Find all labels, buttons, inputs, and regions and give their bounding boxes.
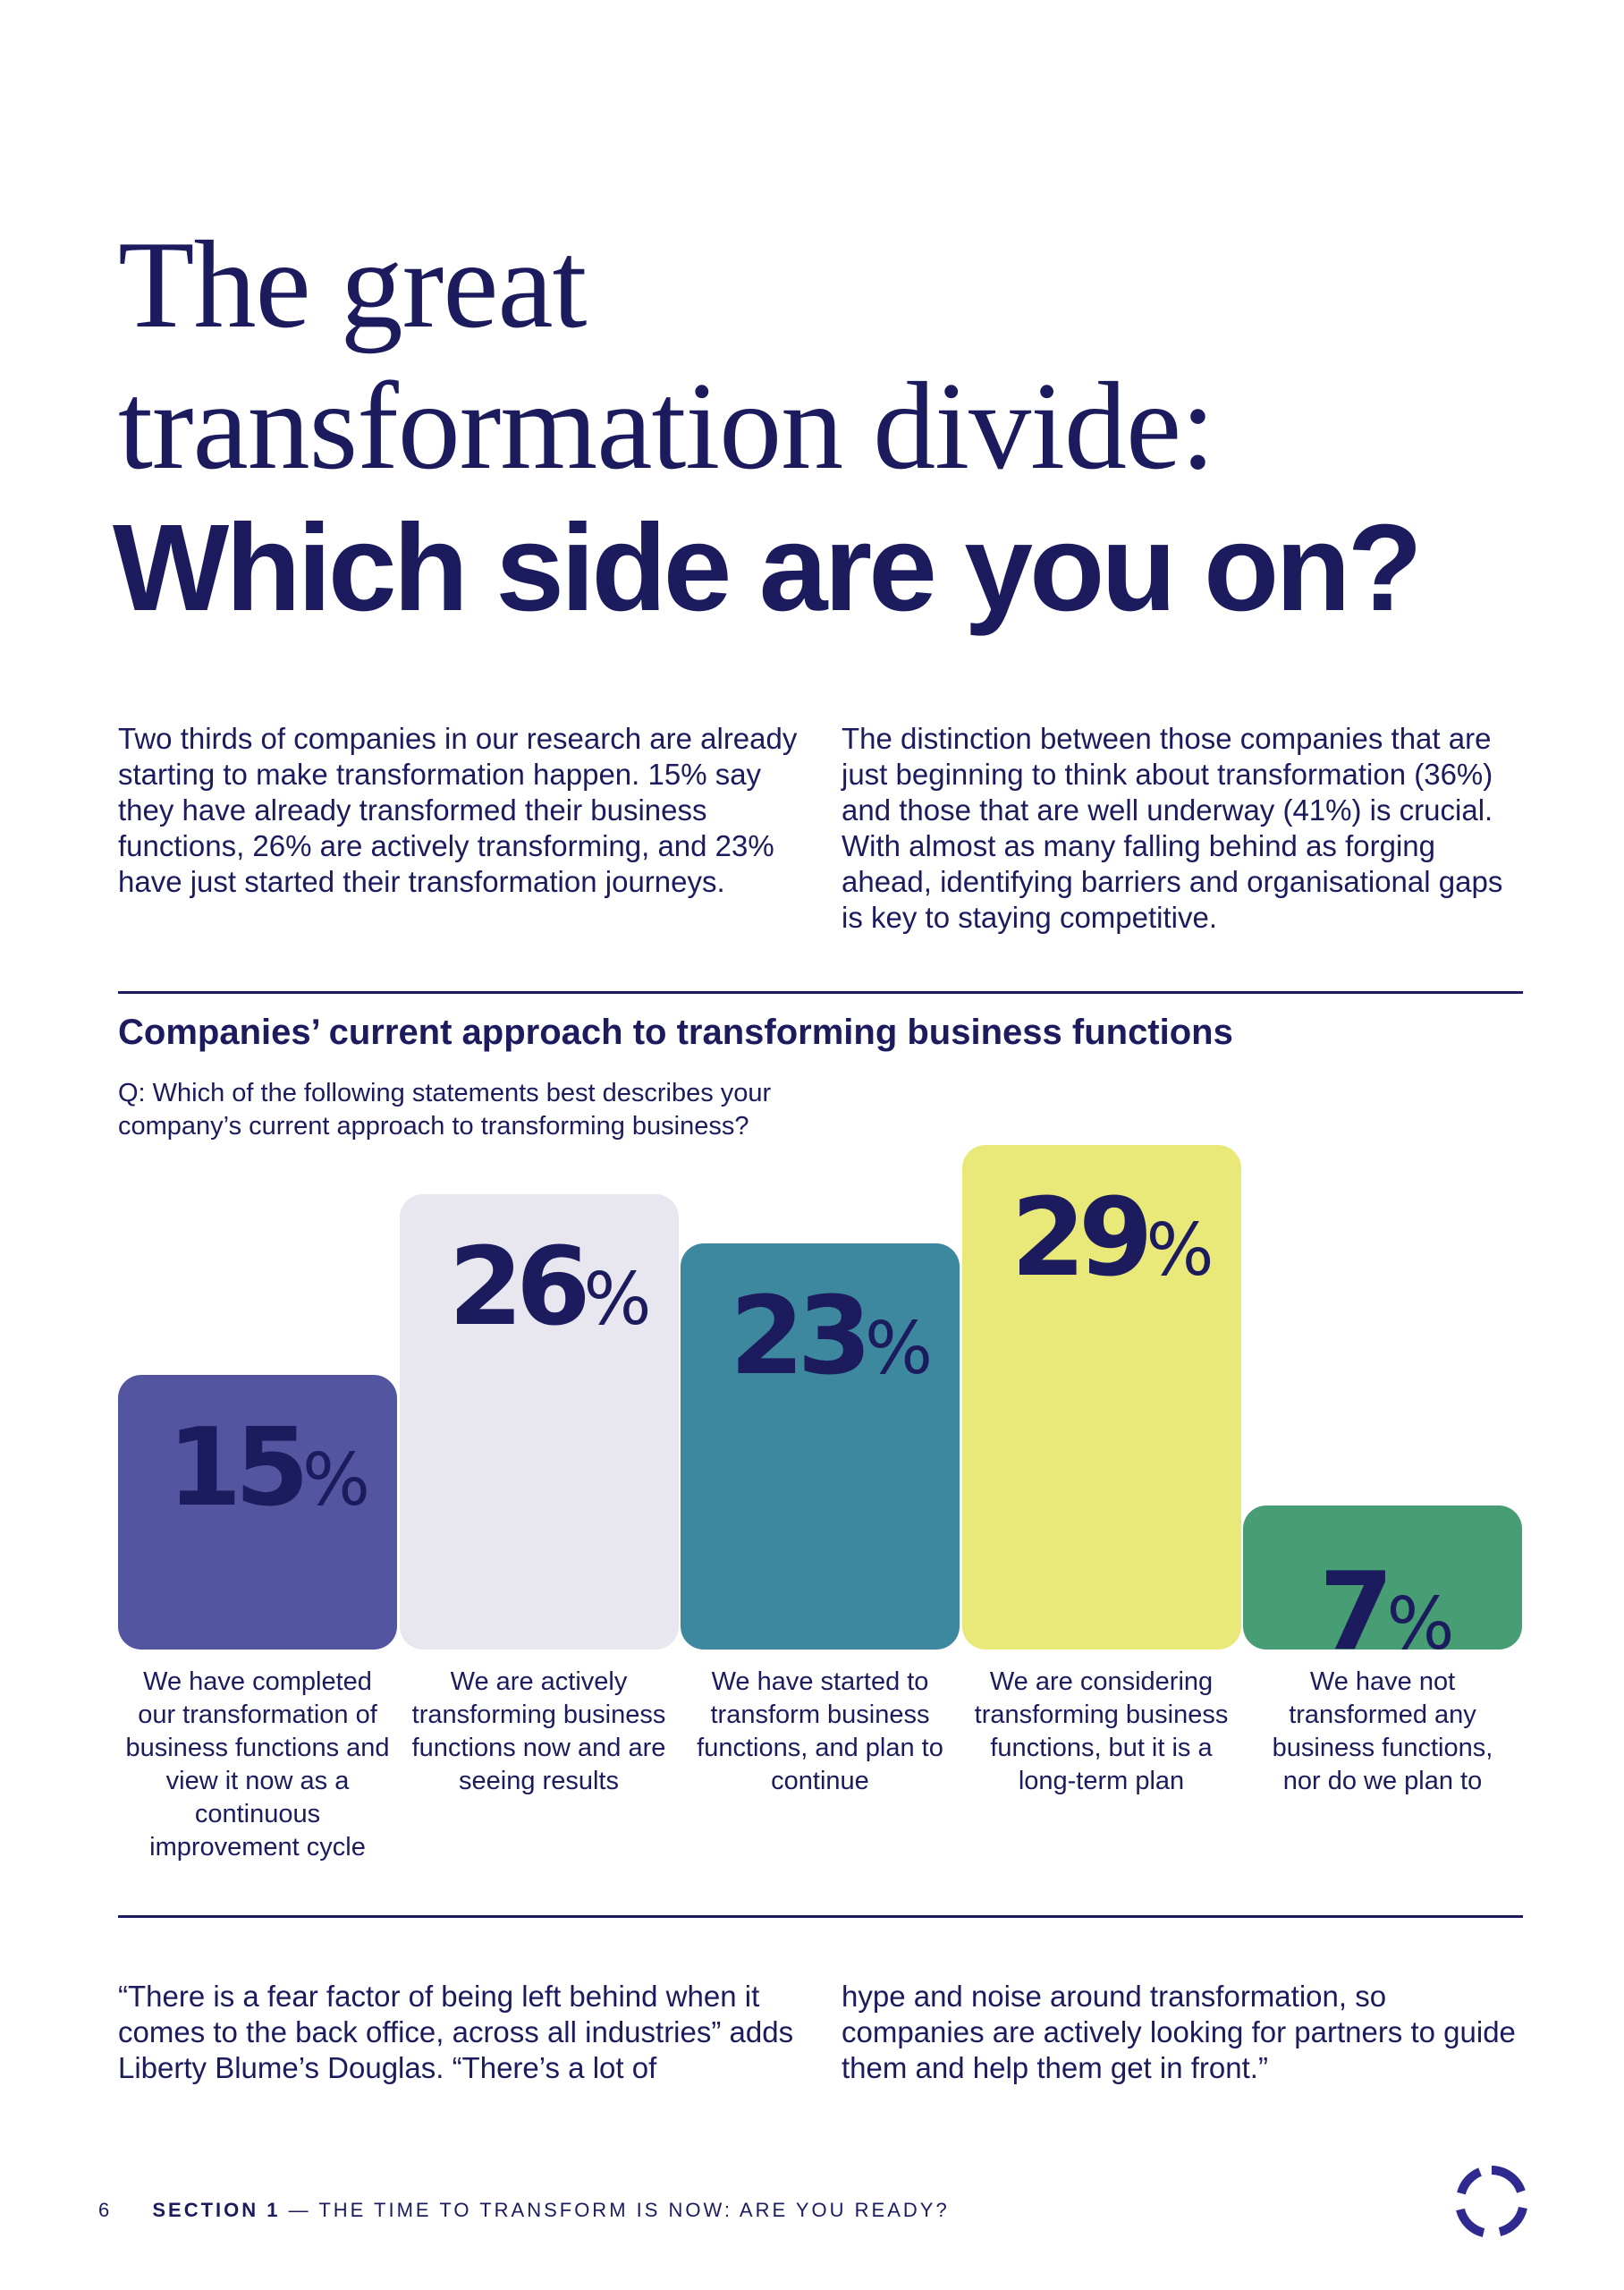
quote-left: “There is a fear factor of being left be…: [118, 1980, 794, 2084]
category-label: We are actively transforming business fu…: [411, 1667, 666, 1795]
bar-value-label: 26%: [448, 1226, 652, 1351]
category-label: We have started to transform business fu…: [697, 1667, 943, 1795]
bar-4: [961, 1145, 1241, 1650]
chart-title: Companies’ current approach to transform…: [118, 1013, 1233, 1052]
quote-right: hype and noise around transformation, so…: [842, 1980, 1516, 2084]
footer: 6 SECTION 1 — THE TIME TO TRANSFORM IS N…: [98, 2199, 950, 2222]
intro-right: The distinction between those companies …: [842, 722, 1503, 934]
category-label: We have completed our transformation of …: [125, 1667, 390, 1862]
bar-value-label: 29%: [1011, 1176, 1214, 1302]
bar-2: [399, 1194, 679, 1650]
bar-chart: 15% We have completed our transformation …: [118, 1145, 1522, 1862]
bar-value-label: 15%: [167, 1405, 371, 1531]
page-number: 6: [98, 2199, 113, 2221]
bar-3: [681, 1243, 960, 1650]
bar-value-label: 7%: [1319, 1549, 1455, 1675]
chart-question: Q: Which of the following statements bes…: [118, 1079, 772, 1141]
bar-value-label: 23%: [730, 1275, 934, 1400]
category-label: We are considering transforming business…: [974, 1667, 1229, 1795]
intro-left: Two thirds of companies in our research …: [118, 722, 798, 898]
category-label: We have not transformed any business fun…: [1272, 1667, 1493, 1795]
section-title: — THE TIME TO TRANSFORM IS NOW: ARE YOU …: [280, 2199, 950, 2221]
title-line-2: transformation divide:: [118, 357, 1215, 496]
title-line-1: The great: [118, 216, 587, 354]
divider-top: [118, 991, 1523, 994]
title-line-3: Which side are you on?: [113, 499, 1423, 637]
section-label: SECTION 1: [152, 2199, 281, 2221]
circular-arrows-logo-icon: [1453, 2163, 1530, 2240]
bar-1: [118, 1374, 397, 1650]
divider-bottom: [118, 1915, 1523, 1918]
bar-5: [1243, 1505, 1522, 1650]
